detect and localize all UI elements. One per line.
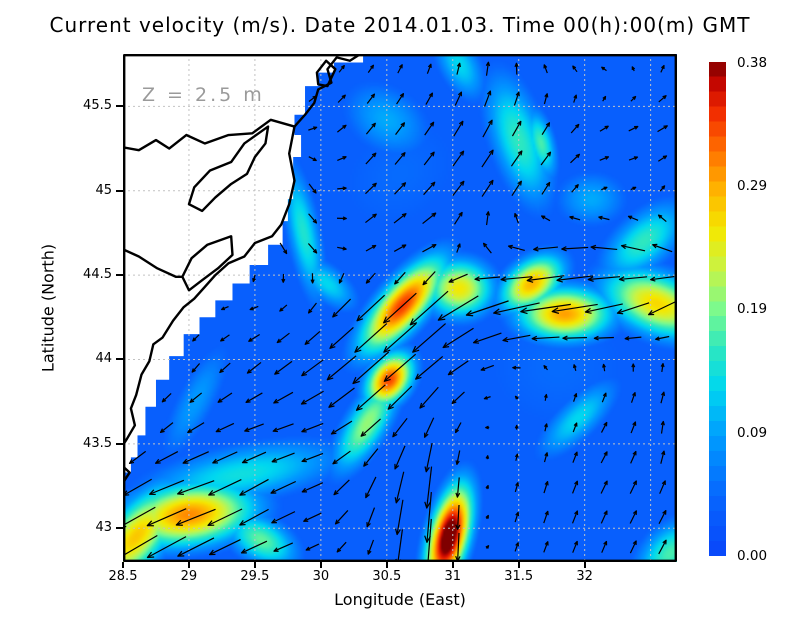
colorbar-tick-label: 0.19 xyxy=(737,301,768,317)
y-tick-label: 44 xyxy=(95,351,112,367)
y-tick-mark xyxy=(116,274,123,277)
colorbar-tick-label: 0.00 xyxy=(737,548,768,564)
y-tick-mark xyxy=(116,189,123,192)
colorbar-tick-label: 0.29 xyxy=(737,178,768,194)
y-tick-label: 43 xyxy=(95,520,112,536)
x-tick-label: 29.5 xyxy=(240,569,270,584)
x-tick-label: 28.5 xyxy=(108,569,138,584)
y-tick-mark xyxy=(116,527,123,530)
x-tick-label: 29 xyxy=(180,569,198,584)
x-tick-label: 30.5 xyxy=(372,569,402,584)
x-tick-mark xyxy=(517,562,520,568)
map-plot-area xyxy=(123,54,677,562)
y-tick-mark xyxy=(116,358,123,361)
colorbar-tick-label: 0.09 xyxy=(737,425,768,441)
velocity-map-canvas xyxy=(123,54,677,562)
x-tick-mark xyxy=(122,562,124,568)
depth-annotation: Z = 2.5 m xyxy=(142,84,265,106)
x-axis-title: Longitude (East) xyxy=(334,590,466,609)
colorbar xyxy=(709,62,726,556)
y-tick-label: 43.5 xyxy=(83,435,112,451)
x-tick-mark xyxy=(187,562,190,568)
x-tick-label: 31.5 xyxy=(504,569,534,584)
x-tick-mark xyxy=(253,562,256,568)
x-tick-mark xyxy=(583,562,586,568)
chart-title: Current velocity (m/s). Date 2014.01.03.… xyxy=(49,13,751,37)
y-tick-label: 44.5 xyxy=(83,267,112,283)
y-tick-mark xyxy=(116,442,123,445)
y-tick-mark xyxy=(116,105,123,108)
x-tick-label: 30 xyxy=(312,569,330,584)
x-tick-mark xyxy=(451,562,454,568)
x-tick-label: 31 xyxy=(444,569,462,584)
y-axis-title: Latitude (North) xyxy=(38,243,58,373)
x-tick-label: 32 xyxy=(576,569,593,584)
colorbar-tick-label: 0.38 xyxy=(737,55,768,71)
x-tick-mark xyxy=(319,562,322,568)
y-tick-label: 45 xyxy=(95,182,112,198)
x-tick-mark xyxy=(385,562,388,568)
y-tick-label: 45.5 xyxy=(83,98,112,114)
